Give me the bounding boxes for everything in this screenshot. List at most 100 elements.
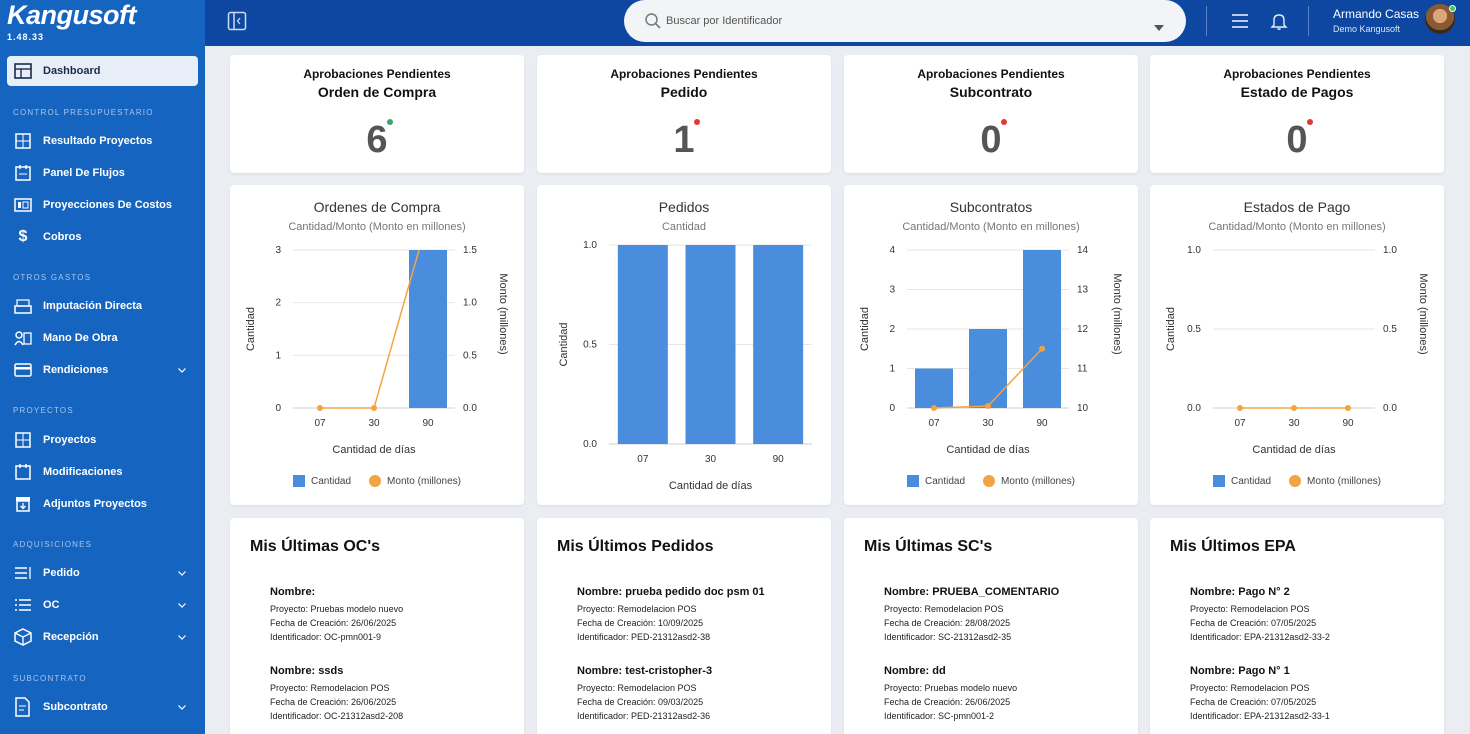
- logo: Kangusoft: [7, 0, 136, 30]
- line-point: [1237, 405, 1243, 411]
- line-point: [931, 405, 937, 411]
- entry-name: Nombre: prueba pedido doc psm 01: [577, 586, 765, 598]
- sidebar-item-resultado-proyectos[interactable]: Resultado Proyectos: [7, 126, 198, 156]
- sidebar: Kangusoft 1.48.33 Dashboard CONTROL PRES…: [0, 0, 205, 734]
- sidebar-item-pedido[interactable]: Pedido: [7, 558, 198, 588]
- kpi-card[interactable]: Aprobaciones Pendientes Orden de Compra …: [230, 55, 524, 173]
- sidebar-item-mano-obra[interactable]: Mano De Obra: [7, 323, 198, 353]
- legend-item[interactable]: Monto (millones): [983, 475, 1075, 487]
- legend-item[interactable]: Monto (millones): [1289, 475, 1381, 487]
- sidebar-item-oc[interactable]: OC: [7, 590, 198, 620]
- chevron-down-icon: [178, 634, 190, 640]
- list-item[interactable]: Nombre: ssds Proyecto: Remodelacion POS …: [270, 665, 403, 723]
- list-icon: [13, 563, 33, 583]
- search-icon: [644, 12, 662, 30]
- list-item[interactable]: Nombre: prueba pedido doc psm 01 Proyect…: [577, 586, 765, 644]
- line-point: [985, 403, 991, 410]
- chevron-down-icon: [178, 570, 190, 576]
- legend-swatch: [907, 475, 920, 487]
- list-item[interactable]: Nombre: PRUEBA_COMENTARIO Proyecto: Remo…: [884, 586, 1059, 644]
- entry-id: Identificador: OC-pmn001-9: [270, 632, 382, 642]
- section-control: CONTROL PRESUPUESTARIO: [13, 108, 154, 117]
- entry-project: Proyecto: Pruebas modelo nuevo: [270, 604, 404, 614]
- legend-item[interactable]: Monto (millones): [369, 475, 461, 487]
- chevron-down-icon: [178, 367, 190, 373]
- x-tick-label: 30: [368, 418, 380, 429]
- sidebar-item-proyecciones[interactable]: Proyecciones De Costos: [7, 190, 198, 220]
- entry-id: Identificador: EPA-21312asd2-33-2: [1190, 632, 1330, 642]
- list-item[interactable]: Nombre: Pago N° 1 Proyecto: Remodelacion…: [1190, 665, 1330, 723]
- chart-subtitle: Cantidad/Monto (Monto en millones): [288, 221, 466, 233]
- list-item[interactable]: Nombre: Pago N° 2 Proyecto: Remodelacion…: [1190, 586, 1330, 644]
- entry-name: Nombre: Pago N° 1: [1190, 665, 1290, 677]
- list-item[interactable]: Nombre: Proyecto: Pruebas modelo nuevo F…: [270, 586, 403, 644]
- legend-swatch: [1289, 475, 1302, 487]
- sidebar-item-imputacion[interactable]: Imputación Directa: [7, 291, 198, 321]
- x-axis-label: Cantidad de días: [332, 444, 416, 456]
- kpi-card[interactable]: Aprobaciones Pendientes Subcontrato 0: [844, 55, 1138, 173]
- bulleted-list-icon: [13, 595, 33, 615]
- y-tick-label: 3: [275, 245, 281, 256]
- search-input[interactable]: [666, 15, 1154, 27]
- search-bar[interactable]: [624, 0, 1186, 42]
- kpi-value: 0: [980, 119, 1002, 161]
- y-tick-label: 1: [275, 350, 281, 361]
- status-dot: [1001, 119, 1007, 125]
- sidebar-item-modificaciones[interactable]: Modificaciones: [7, 457, 198, 487]
- archive-icon: [13, 494, 33, 514]
- x-tick-label: 07: [637, 454, 649, 465]
- entry-id: Identificador: SC-pmn001-2: [884, 711, 995, 721]
- kpi-card[interactable]: Aprobaciones Pendientes Pedido 1: [537, 55, 831, 173]
- entry-date: Fecha de Creación: 26/06/2025: [884, 697, 1011, 707]
- top-header: Armando Casas Demo Kangusoft: [205, 0, 1470, 46]
- menu-icon[interactable]: [1230, 11, 1250, 31]
- sidebar-item-recepcion[interactable]: Recepción: [7, 622, 198, 652]
- sidebar-item-cobros[interactable]: $ Cobros: [7, 222, 198, 252]
- bar: [409, 250, 447, 408]
- legend-item[interactable]: Cantidad: [907, 475, 965, 487]
- sidebar-item-label: Proyectos: [43, 434, 97, 446]
- kpi-title: Subcontrato: [949, 84, 1033, 100]
- sidebar-item-subcontrato[interactable]: Subcontrato: [7, 692, 198, 722]
- user-name[interactable]: Armando Casas: [1333, 7, 1420, 21]
- chart-legend: Cantidad Monto (millones): [1150, 475, 1444, 487]
- y2-tick-label: 0.5: [463, 350, 477, 361]
- legend-item[interactable]: Cantidad: [1213, 475, 1271, 487]
- user-company: Demo Kangusoft: [1333, 24, 1401, 34]
- sidebar-item-adjuntos[interactable]: Adjuntos Proyectos: [7, 489, 198, 519]
- dropdown-arrow-icon[interactable]: [1154, 18, 1164, 31]
- recent-list-card: Mis Últimos EPA Nombre: Pago N° 2 Proyec…: [1150, 518, 1444, 734]
- chart-card: Ordenes de Compra Cantidad/Monto (Monto …: [230, 185, 524, 505]
- y2-tick-label: 12: [1077, 324, 1089, 335]
- status-dot: [694, 119, 700, 125]
- sidebar-item-label: Rendiciones: [43, 364, 109, 376]
- list-item[interactable]: Nombre: dd Proyecto: Pruebas modelo nuev…: [884, 665, 1017, 723]
- sidebar-item-proyectos[interactable]: Proyectos: [7, 425, 198, 455]
- chart-card: Estados de Pago Cantidad/Monto (Monto en…: [1150, 185, 1444, 505]
- sidebar-item-dashboard[interactable]: Dashboard: [7, 56, 198, 86]
- list-title: Mis Últimas OC's: [250, 538, 381, 555]
- kpi-subtitle: Aprobaciones Pendientes: [303, 67, 451, 81]
- document-edit-icon: [13, 697, 33, 717]
- bar: [685, 245, 736, 444]
- kpi-title: Estado de Pagos: [1240, 84, 1354, 100]
- chart-title: Pedidos: [658, 199, 710, 215]
- y2-tick-label: 13: [1077, 285, 1089, 296]
- sidebar-item-label: Subcontrato: [43, 701, 108, 713]
- kpi-card[interactable]: Aprobaciones Pendientes Estado de Pagos …: [1150, 55, 1444, 173]
- legend-label: Cantidad: [925, 475, 966, 487]
- sidebar-item-rendiciones[interactable]: Rendiciones: [7, 355, 198, 385]
- legend-swatch: [1213, 475, 1226, 487]
- entry-name: Nombre: ssds: [270, 665, 344, 677]
- bell-icon[interactable]: [1269, 11, 1289, 31]
- list-item[interactable]: Nombre: test-cristopher-3 Proyecto: Remo…: [577, 665, 712, 723]
- y2-tick-label: 1.0: [1383, 245, 1397, 256]
- legend-swatch: [293, 475, 306, 487]
- worker-icon: [13, 328, 33, 348]
- sidebar-item-panel-flujos[interactable]: Panel De Flujos: [7, 158, 198, 188]
- legend-item[interactable]: Cantidad: [293, 475, 351, 487]
- sidebar-item-label: Mano De Obra: [43, 332, 118, 344]
- sidebar-toggle-icon[interactable]: [227, 11, 247, 31]
- sidebar-item-label: Panel De Flujos: [43, 167, 125, 179]
- legend-swatch: [983, 475, 996, 487]
